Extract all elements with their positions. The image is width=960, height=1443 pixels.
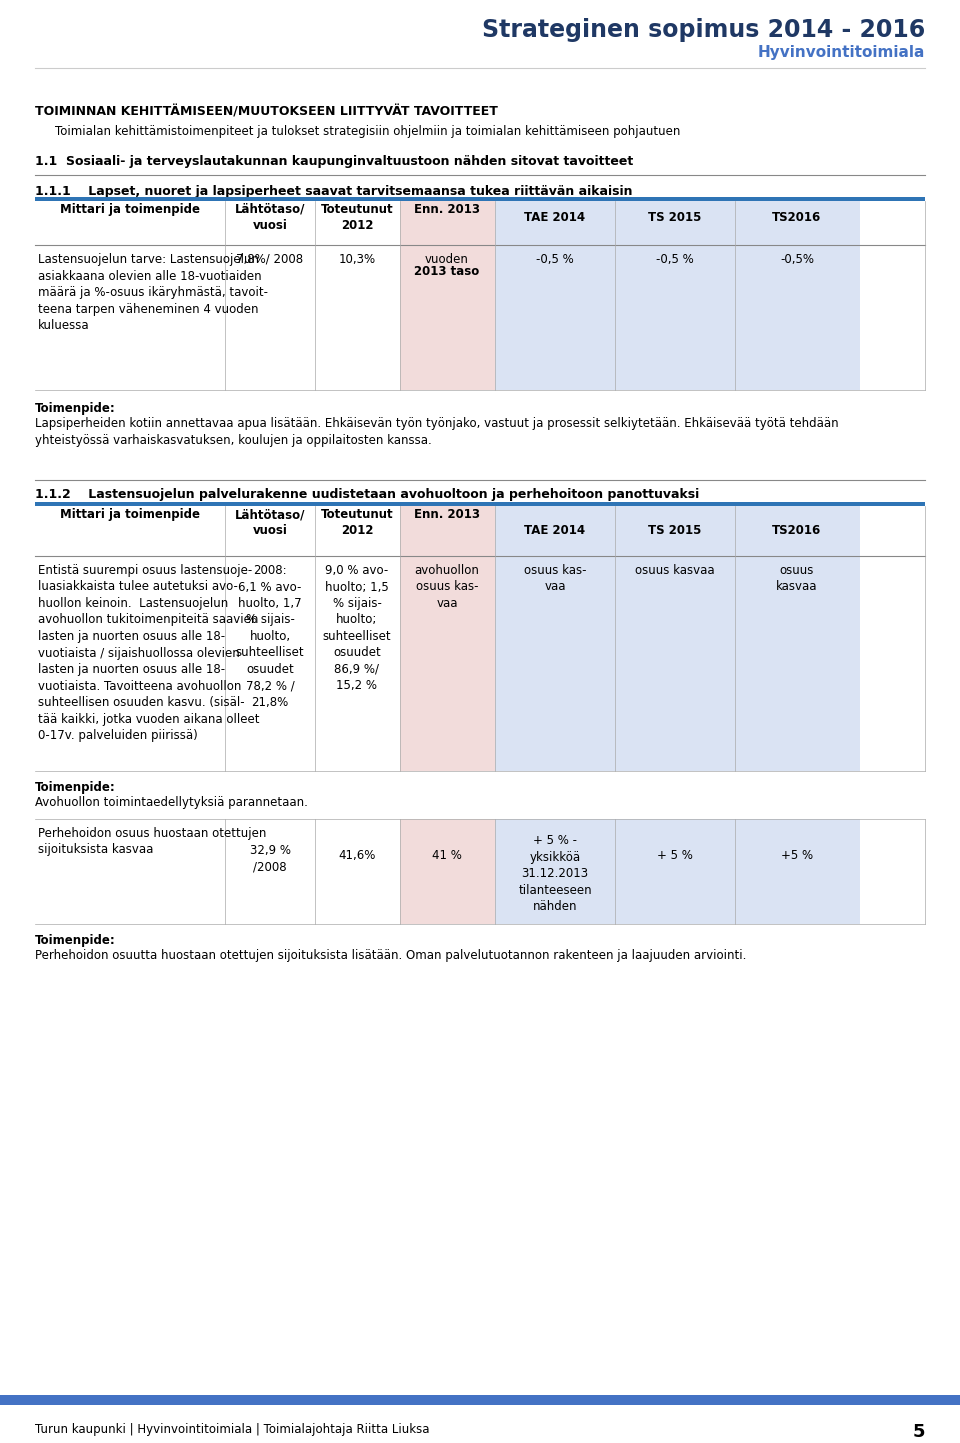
Text: -0,5 %: -0,5 % <box>536 253 574 266</box>
Bar <box>495 556 860 771</box>
Text: 9,0 % avo-
huolto; 1,5
% sijais-
huolto;
suhteelliset
osuudet
86,9 %/
15,2 %: 9,0 % avo- huolto; 1,5 % sijais- huolto;… <box>323 564 392 693</box>
Text: Lapsiperheiden kotiin annettavaa apua lisätään. Ehkäisevän työn työnjako, vastuu: Lapsiperheiden kotiin annettavaa apua li… <box>35 417 839 447</box>
Text: + 5 % -
yksikköä
31.12.2013
tilanteeseen
nähden: + 5 % - yksikköä 31.12.2013 tilanteeseen… <box>518 834 591 913</box>
Text: 2008:
6,1 % avo-
huolto, 1,7
% sijais-
huolto,
suhteelliset
osuudet
78,2 % /
21,: 2008: 6,1 % avo- huolto, 1,7 % sijais- h… <box>236 564 304 709</box>
Bar <box>495 245 860 390</box>
Text: Toimenpide:: Toimenpide: <box>35 403 116 416</box>
Text: Toimenpide:: Toimenpide: <box>35 781 116 794</box>
Bar <box>400 201 495 245</box>
Text: TS 2015: TS 2015 <box>648 211 702 224</box>
Text: vuoden: vuoden <box>425 253 468 266</box>
Text: Toimialan kehittämistoimenpiteet ja tulokset strategisiin ohjelmiin ja toimialan: Toimialan kehittämistoimenpiteet ja tulo… <box>55 126 681 139</box>
Text: Mittari ja toimenpide: Mittari ja toimenpide <box>60 203 200 216</box>
Text: TS 2015: TS 2015 <box>648 524 702 537</box>
Bar <box>495 506 860 556</box>
Text: 41 %: 41 % <box>432 848 462 861</box>
Bar <box>495 820 860 924</box>
Text: osuus kas-
vaa: osuus kas- vaa <box>524 564 587 593</box>
Text: -0,5%: -0,5% <box>780 253 814 266</box>
Text: TS2016: TS2016 <box>773 211 822 224</box>
Text: -0,5 %: -0,5 % <box>656 253 694 266</box>
Bar <box>400 556 495 771</box>
Text: TS2016: TS2016 <box>773 524 822 537</box>
Bar <box>495 201 860 245</box>
Text: Entistä suurempi osuus lastensuoje-
luasiakkaista tulee autetuksi avo-
huollon k: Entistä suurempi osuus lastensuoje- luas… <box>38 564 259 742</box>
Text: avohuollon
osuus kas-
vaa: avohuollon osuus kas- vaa <box>415 564 479 610</box>
Text: osuus
kasvaa: osuus kasvaa <box>777 564 818 593</box>
Bar <box>400 820 495 924</box>
Text: Toteutunut
2012: Toteutunut 2012 <box>321 203 394 232</box>
Text: TOIMINNAN KEHITTÄMISEEN/MUUTOKSEEN LIITTYVÄT TAVOITTEET: TOIMINNAN KEHITTÄMISEEN/MUUTOKSEEN LIITT… <box>35 105 498 118</box>
Text: Perhehoidon osuus huostaan otettujen
sijoituksista kasvaa: Perhehoidon osuus huostaan otettujen sij… <box>38 827 266 857</box>
Bar <box>35 506 925 556</box>
Bar <box>35 198 925 201</box>
Text: Toimenpide:: Toimenpide: <box>35 934 116 947</box>
Bar <box>35 201 925 245</box>
Text: + 5 %: + 5 % <box>657 848 693 861</box>
Text: TAE 2014: TAE 2014 <box>524 211 586 224</box>
Text: 32,9 %
/2008: 32,9 % /2008 <box>250 844 291 873</box>
Text: Lähtötaso/
vuosi: Lähtötaso/ vuosi <box>235 203 305 232</box>
Text: osuus kasvaa: osuus kasvaa <box>636 564 715 577</box>
Bar <box>400 506 495 556</box>
Text: 1.1.1    Lapset, nuoret ja lapsiperheet saavat tarvitsemaansa tukea riittävän ai: 1.1.1 Lapset, nuoret ja lapsiperheet saa… <box>35 185 633 198</box>
Text: Lastensuojelun tarve: Lastensuojelun
asiakkaana olevien alle 18-vuotiaiden
määrä: Lastensuojelun tarve: Lastensuojelun asi… <box>38 253 268 332</box>
Text: Hyvinvointitoimiala: Hyvinvointitoimiala <box>757 45 925 61</box>
Text: 2013 taso: 2013 taso <box>415 266 480 278</box>
Text: Lähtötaso/
vuosi: Lähtötaso/ vuosi <box>235 508 305 537</box>
Text: Mittari ja toimenpide: Mittari ja toimenpide <box>60 508 200 521</box>
Text: 10,3%: 10,3% <box>339 253 375 266</box>
Bar <box>35 502 925 506</box>
Text: Strateginen sopimus 2014 - 2016: Strateginen sopimus 2014 - 2016 <box>482 17 925 42</box>
Text: 1.1.2    Lastensuojelun palvelurakenne uudistetaan avohuoltoon ja perhehoitoon p: 1.1.2 Lastensuojelun palvelurakenne uudi… <box>35 488 699 501</box>
Bar <box>400 245 495 390</box>
Text: Toteutunut
2012: Toteutunut 2012 <box>321 508 394 537</box>
Text: 1.1  Sosiaali- ja terveyslautakunnan kaupunginvaltuustoon nähden sitovat tavoitt: 1.1 Sosiaali- ja terveyslautakunnan kaup… <box>35 154 634 167</box>
Text: Avohuollon toimintaedellytyksiä parannetaan.: Avohuollon toimintaedellytyksiä parannet… <box>35 797 308 810</box>
Text: Turun kaupunki | Hyvinvointitoimiala | Toimialajohtaja Riitta Liuksa: Turun kaupunki | Hyvinvointitoimiala | T… <box>35 1423 429 1436</box>
Bar <box>0 1395 960 1405</box>
Text: TAE 2014: TAE 2014 <box>524 524 586 537</box>
Text: 41,6%: 41,6% <box>338 848 375 861</box>
Text: Enn. 2013: Enn. 2013 <box>414 203 480 216</box>
Text: Enn. 2013: Enn. 2013 <box>414 508 480 521</box>
Text: Perhehoidon osuutta huostaan otettujen sijoituksista lisätään. Oman palvelutuota: Perhehoidon osuutta huostaan otettujen s… <box>35 949 746 962</box>
Text: 7,8%/ 2008: 7,8%/ 2008 <box>236 253 303 266</box>
Text: 5: 5 <box>913 1423 925 1442</box>
Text: +5 %: +5 % <box>780 848 813 861</box>
